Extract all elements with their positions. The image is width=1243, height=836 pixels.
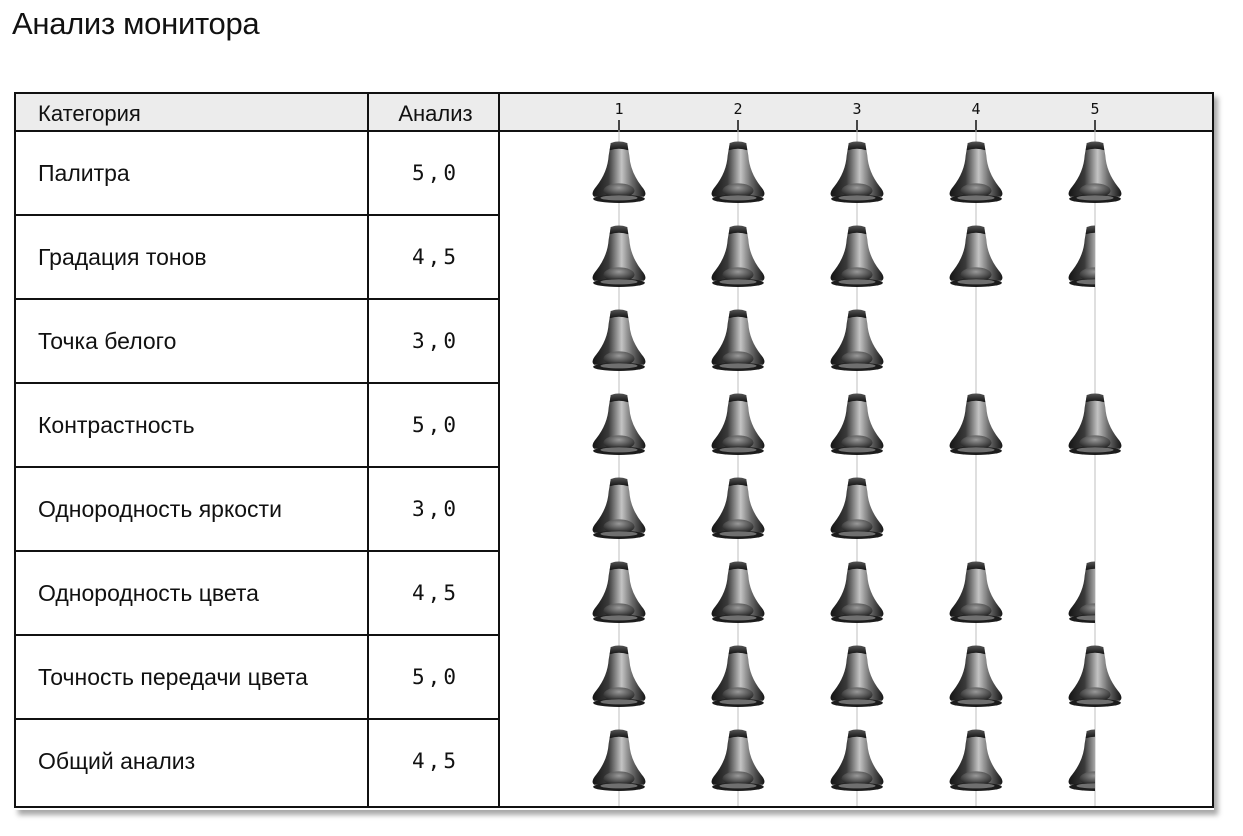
bell-icon [830, 729, 884, 791]
bell-icon [592, 729, 646, 791]
tick-label: 2 [733, 100, 742, 118]
bell-icon [949, 645, 1003, 707]
bell-icon [711, 393, 765, 455]
header-category: Категория [38, 101, 141, 126]
category-label: Контрастность [38, 412, 195, 438]
bell-icon [949, 225, 1003, 287]
bell-icon [830, 309, 884, 371]
rating-table: Категория Анализ Палитра 5,0 Градация то… [14, 92, 1214, 810]
bell-icon [830, 225, 884, 287]
bell-icon [830, 477, 884, 539]
score-value: 5,0 [412, 665, 459, 689]
page-title: Анализ монитора [12, 6, 260, 41]
bell-icon [830, 645, 884, 707]
score-value: 3,0 [412, 497, 459, 521]
bell-icon [830, 393, 884, 455]
score-value: 4,5 [412, 749, 459, 773]
bell-icon [711, 225, 765, 287]
score-value: 5,0 [412, 161, 459, 185]
category-label: Однородность цвета [38, 580, 259, 606]
bell-icon [949, 393, 1003, 455]
tick-label: 5 [1090, 100, 1099, 118]
bell-icon [830, 141, 884, 203]
rating-chart-panel: 1 2 3 4 5 [500, 92, 1214, 808]
bell-icon [1068, 393, 1122, 455]
category-label: Точность передачи цвета [38, 664, 308, 690]
category-label: Однородность яркости [38, 496, 282, 522]
score-value: 3,0 [412, 329, 459, 353]
table-row: Однородность цвета 4,5 [16, 552, 498, 636]
category-label: Градация тонов [38, 244, 207, 270]
table-row: Градация тонов 4,5 [16, 216, 498, 300]
tick-label: 3 [852, 100, 861, 118]
bell-icon [592, 645, 646, 707]
table-left-panel: Категория Анализ Палитра 5,0 Градация то… [14, 92, 500, 808]
rating-chart: 1 2 3 4 5 [592, 100, 1122, 806]
bell-icon [592, 225, 646, 287]
table-row: Точность передачи цвета 5,0 [16, 636, 498, 720]
tick-label: 4 [971, 100, 980, 118]
table-row: Палитра 5,0 [16, 132, 498, 216]
bell-icon [949, 141, 1003, 203]
score-value: 4,5 [412, 245, 459, 269]
tick-label: 1 [614, 100, 623, 118]
bell-icon-partial [1068, 561, 1095, 623]
table-row: Точка белого 3,0 [16, 300, 498, 384]
bell-icon [830, 561, 884, 623]
bell-icon [711, 561, 765, 623]
bell-icon [949, 729, 1003, 791]
score-value: 4,5 [412, 581, 459, 605]
bell-icon [711, 477, 765, 539]
category-label: Общий анализ [38, 748, 196, 774]
table-row: Однородность яркости 3,0 [16, 468, 498, 552]
header-analysis: Анализ [398, 101, 473, 126]
bell-icon [592, 309, 646, 371]
column-divider [367, 94, 369, 806]
category-label: Палитра [38, 160, 130, 186]
table-row: Общий анализ 4,5 [16, 720, 498, 804]
bell-icon [711, 309, 765, 371]
score-value: 5,0 [412, 413, 459, 437]
table-header: Категория Анализ [16, 94, 498, 132]
bell-icon [949, 561, 1003, 623]
bell-icon [711, 141, 765, 203]
bell-icon [711, 645, 765, 707]
bell-icon-partial [1068, 729, 1095, 791]
table-row: Контрастность 5,0 [16, 384, 498, 468]
bell-icon [592, 561, 646, 623]
bell-icon [592, 393, 646, 455]
category-label: Точка белого [38, 328, 177, 354]
bell-icon [592, 477, 646, 539]
bell-icon [1068, 141, 1122, 203]
bell-icon-partial [1068, 225, 1095, 287]
bell-icon [592, 141, 646, 203]
bell-icon [711, 729, 765, 791]
bell-icon [1068, 645, 1122, 707]
